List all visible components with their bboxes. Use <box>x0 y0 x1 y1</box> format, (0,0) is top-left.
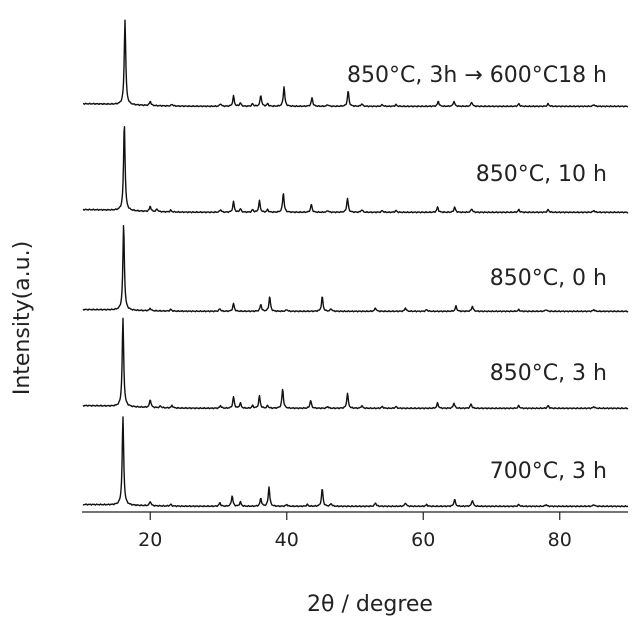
traces-group <box>83 20 628 507</box>
trace-label-3: 850°C, 3 h <box>490 361 607 386</box>
x-ticks-group: 20 40 60 80 <box>138 512 572 551</box>
x-tick-label: 20 <box>138 529 162 551</box>
trace-label-2: 850°C, 0 h <box>490 266 607 291</box>
trace-labels-group: 850°C, 3h → 600°C18 h 850°C, 10 h 850°C, 0… <box>347 63 607 484</box>
y-axis-title: Intensity(a.u.) <box>10 241 35 395</box>
trace-label-1: 850°C, 10 h <box>476 162 607 187</box>
x-tick-label: 60 <box>411 529 435 551</box>
x-axis-title: 2θ / degree <box>307 592 433 617</box>
x-tick-label: 80 <box>548 529 572 551</box>
trace-label-0: 850°C, 3h → 600°C18 h <box>347 63 607 88</box>
x-tick-label: 40 <box>275 529 299 551</box>
trace-label-4: 700°C, 3 h <box>490 459 607 484</box>
